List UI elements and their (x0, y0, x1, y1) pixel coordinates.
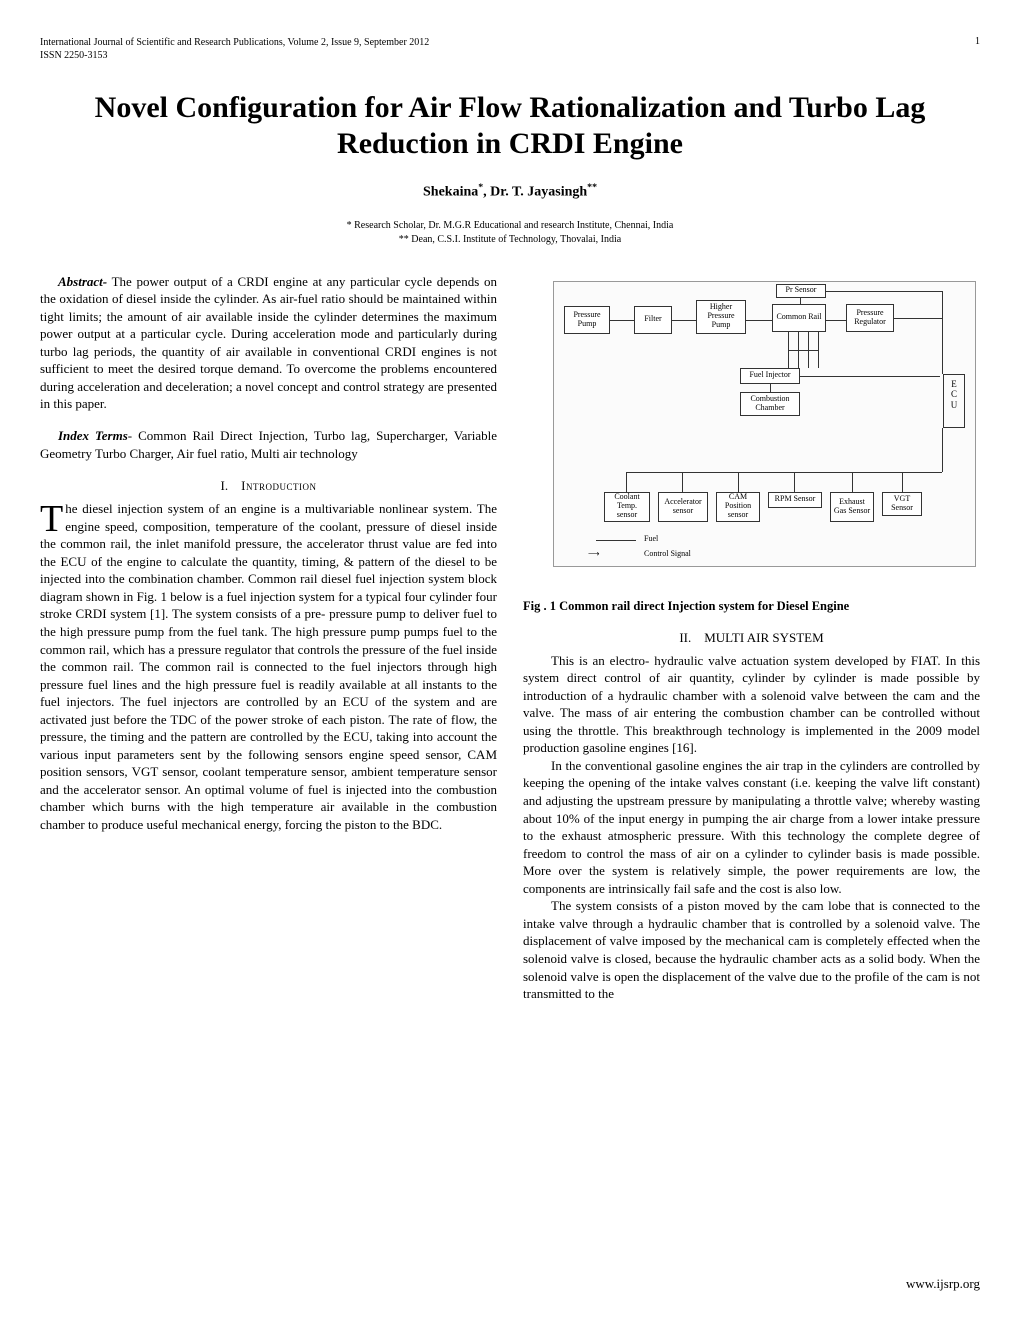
paper-title: Novel Configuration for Air Flow Rationa… (40, 90, 980, 162)
multiair-para-3: The system consists of a piston moved by… (523, 897, 980, 1002)
block-accelerator: Accelerator sensor (658, 492, 708, 522)
footer-url: www.ijsrp.org (906, 1276, 980, 1292)
intro-paragraph: The diesel injection system of an engine… (40, 500, 497, 833)
legend-fuel: Fuel (644, 535, 658, 544)
block-cam: CAM Position sensor (716, 492, 760, 522)
line (788, 350, 818, 351)
journal-info: International Journal of Scientific and … (40, 36, 429, 62)
line (610, 320, 634, 321)
block-pr-sensor: Pr Sensor (776, 284, 826, 298)
block-rpm: RPM Sensor (768, 492, 822, 508)
line (800, 376, 940, 377)
figure-1-caption: Fig . 1 Common rail direct Injection sys… (523, 599, 980, 614)
page-number: 1 (975, 36, 980, 62)
line (902, 472, 903, 492)
block-filter: Filter (634, 306, 672, 334)
page-header: International Journal of Scientific and … (40, 36, 980, 62)
index-terms: Index Terms- Common Rail Direct Injectio… (40, 427, 497, 462)
multiair-body: This is an electro- hydraulic valve actu… (523, 652, 980, 1003)
line (682, 472, 683, 492)
journal-line1: International Journal of Scientific and … (40, 36, 429, 49)
legend-fuel-line (596, 540, 636, 541)
section-2-title: MULTI AIR SYSTEM (704, 630, 823, 645)
section-title: Introduction (241, 478, 316, 493)
block-common-rail: Common Rail (772, 304, 826, 332)
figure-1-diagram: Pressure Pump Filter Higher Pressure Pum… (523, 277, 980, 597)
abstract: Abstract- The power output of a CRDI eng… (40, 273, 497, 413)
affiliations: * Research Scholar, Dr. M.G.R Educationa… (40, 219, 980, 247)
block-ecu: ECU (943, 374, 965, 428)
multiair-para-2: In the conventional gasoline engines the… (523, 757, 980, 897)
content-columns: Abstract- The power output of a CRDI eng… (40, 273, 980, 1003)
line (800, 298, 801, 304)
line (626, 472, 942, 473)
line (818, 332, 819, 368)
left-column: Abstract- The power output of a CRDI eng… (40, 273, 497, 1003)
section-2-number: II. (679, 630, 691, 645)
right-column: Pressure Pump Filter Higher Pressure Pum… (523, 273, 980, 1003)
line (626, 472, 627, 492)
diagram-frame: Pressure Pump Filter Higher Pressure Pum… (553, 281, 976, 567)
block-pressure-pump: Pressure Pump (564, 306, 610, 334)
line (770, 384, 771, 392)
line (852, 472, 853, 492)
block-combustion-chamber: Combustion Chamber (740, 392, 800, 416)
block-hp-pump: Higher Pressure Pump (696, 300, 746, 334)
line (738, 472, 739, 492)
line (672, 320, 696, 321)
legend-control: Control Signal (644, 550, 691, 559)
line (826, 320, 846, 321)
affiliation-1: * Research Scholar, Dr. M.G.R Educationa… (40, 219, 980, 233)
block-exhaust: Exhaust Gas Sensor (830, 492, 874, 522)
line (894, 318, 942, 319)
abstract-label: Abstract- (58, 274, 107, 289)
multiair-para-1: This is an electro- hydraulic valve actu… (523, 652, 980, 757)
issn: ISSN 2250-3153 (40, 49, 429, 62)
section-number: I. (221, 478, 229, 493)
line (942, 291, 943, 374)
abstract-body: The power output of a CRDI engine at any… (40, 274, 497, 412)
section-2-heading: II. MULTI AIR SYSTEM (523, 630, 980, 646)
intro-body: he diesel injection system of an engine … (40, 501, 497, 832)
line (826, 291, 942, 292)
affiliation-2: ** Dean, C.S.I. Institute of Technology,… (40, 233, 980, 247)
line (794, 472, 795, 492)
legend-control-arrow: ⟶ (588, 550, 599, 559)
authors: Shekaina*, Dr. T. Jayasingh** (40, 182, 980, 201)
block-vgt: VGT Sensor (882, 492, 922, 516)
dropcap: T (40, 500, 65, 535)
block-coolant: Coolant Temp. sensor (604, 492, 650, 522)
section-1-heading: I. Introduction (40, 478, 497, 494)
index-terms-label: Index Terms (58, 428, 128, 443)
block-fuel-injector: Fuel Injector (740, 368, 800, 384)
line (746, 320, 772, 321)
line (942, 428, 943, 472)
block-pressure-regulator: Pressure Regulator (846, 304, 894, 332)
